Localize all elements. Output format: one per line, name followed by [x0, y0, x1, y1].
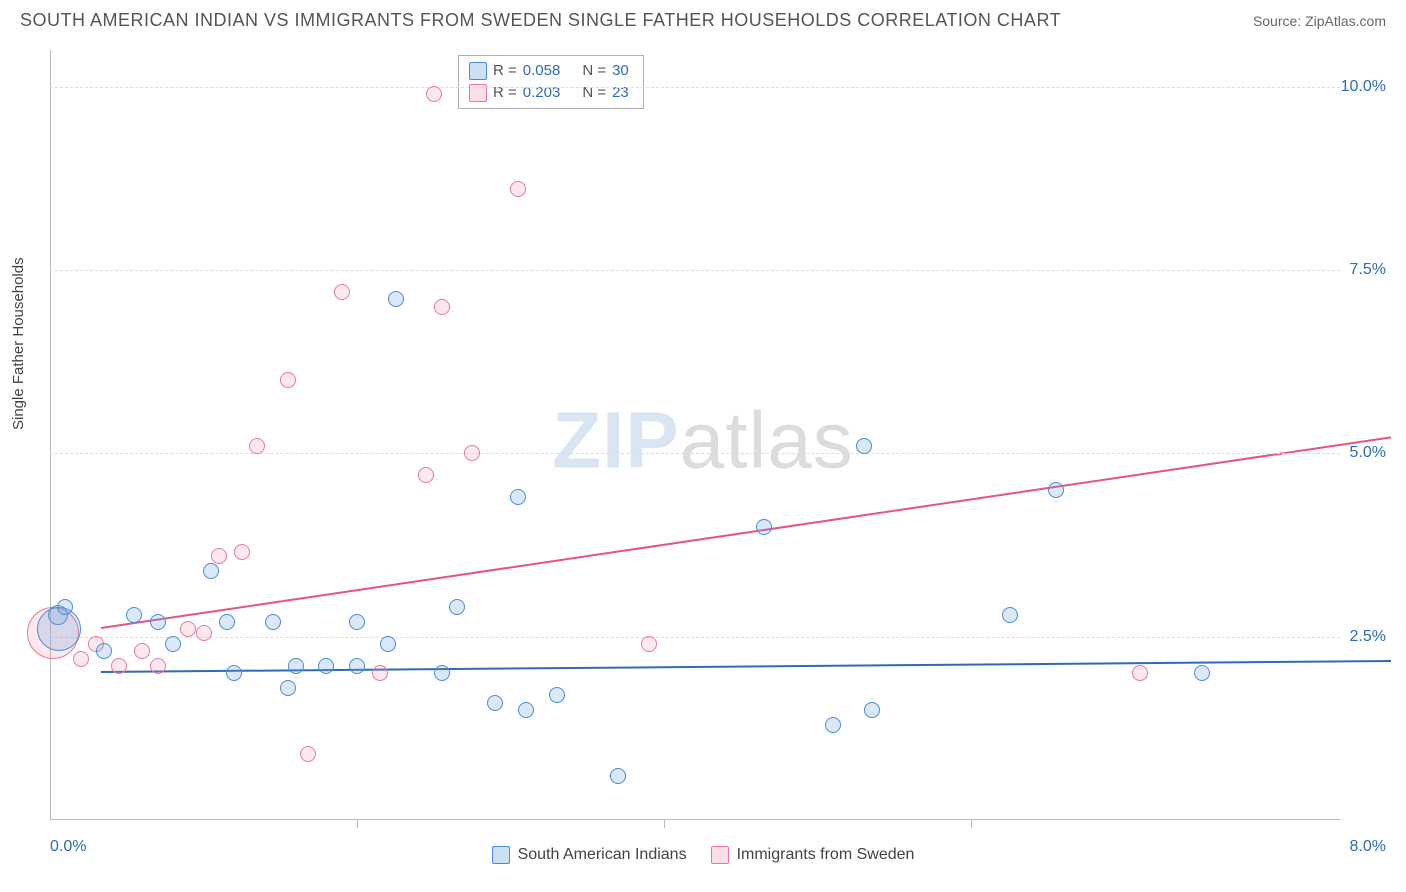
data-point [318, 658, 334, 674]
r-value: 0.203 [523, 82, 561, 104]
legend-swatch [469, 62, 487, 80]
data-point [856, 438, 872, 454]
data-point [150, 614, 166, 630]
x-tick [664, 820, 665, 828]
chart-title: SOUTH AMERICAN INDIAN VS IMMIGRANTS FROM… [20, 10, 1061, 31]
data-point [510, 181, 526, 197]
data-point [426, 86, 442, 102]
data-point [434, 299, 450, 315]
data-point [349, 658, 365, 674]
data-point [73, 651, 89, 667]
header: SOUTH AMERICAN INDIAN VS IMMIGRANTS FROM… [0, 0, 1406, 35]
y-tick-label: 7.5% [1350, 261, 1386, 279]
legend-item: Immigrants from Sweden [711, 846, 915, 864]
data-point [288, 658, 304, 674]
legend-item: South American Indians [492, 846, 687, 864]
data-point [57, 599, 73, 615]
data-point [1194, 665, 1210, 681]
data-point [280, 372, 296, 388]
data-point [300, 746, 316, 762]
series-legend: South American Indians Immigrants from Sw… [0, 846, 1406, 864]
data-point [126, 607, 142, 623]
r-label: R = [493, 82, 517, 104]
n-label: N = [582, 60, 606, 82]
legend-swatch [711, 846, 729, 864]
data-point [280, 680, 296, 696]
data-point [487, 695, 503, 711]
data-point [150, 658, 166, 674]
gridline [50, 637, 1340, 638]
data-point [372, 665, 388, 681]
data-point [349, 614, 365, 630]
data-point [1048, 482, 1064, 498]
data-point [380, 636, 396, 652]
legend-label: Immigrants from Sweden [737, 846, 915, 864]
data-point [180, 621, 196, 637]
n-value: 30 [612, 60, 629, 82]
stats-legend: R = 0.058 N = 30 R = 0.203 N = 23 [458, 55, 644, 109]
x-tick [357, 820, 358, 828]
y-tick-label: 5.0% [1350, 444, 1386, 462]
r-label: R = [493, 60, 517, 82]
trend-lines [101, 100, 1391, 870]
data-point [756, 519, 772, 535]
data-point [134, 643, 150, 659]
data-point [449, 599, 465, 615]
n-value: 23 [612, 82, 629, 104]
data-point [464, 445, 480, 461]
data-point [610, 768, 626, 784]
data-point [211, 548, 227, 564]
data-point [1002, 607, 1018, 623]
data-point [96, 643, 112, 659]
data-point [388, 291, 404, 307]
legend-swatch [492, 846, 510, 864]
data-point [234, 544, 250, 560]
data-point [864, 702, 880, 718]
data-point [549, 687, 565, 703]
data-point [1132, 665, 1148, 681]
x-right-label: 8.0% [1350, 838, 1386, 856]
data-point [518, 702, 534, 718]
source-attribution: Source: ZipAtlas.com [1253, 13, 1386, 29]
data-point [641, 636, 657, 652]
n-label: N = [582, 82, 606, 104]
r-value: 0.058 [523, 60, 561, 82]
trend-line-pink [101, 437, 1391, 628]
data-point [334, 284, 350, 300]
data-point [203, 563, 219, 579]
stats-legend-row: R = 0.058 N = 30 [469, 60, 629, 82]
data-point [265, 614, 281, 630]
y-axis-label: Single Father Households [10, 257, 27, 430]
data-point [196, 625, 212, 641]
legend-label: South American Indians [518, 846, 687, 864]
data-point [434, 665, 450, 681]
gridline [50, 87, 1340, 88]
gridline [50, 453, 1340, 454]
stats-legend-row: R = 0.203 N = 23 [469, 82, 629, 104]
data-point [226, 665, 242, 681]
y-tick-label: 10.0% [1341, 78, 1386, 96]
data-point [111, 658, 127, 674]
data-point [825, 717, 841, 733]
gridline [50, 270, 1340, 271]
x-left-label: 0.0% [50, 838, 86, 856]
x-tick [971, 820, 972, 828]
data-point [249, 438, 265, 454]
data-point [510, 489, 526, 505]
data-point [219, 614, 235, 630]
data-point [37, 607, 81, 651]
data-point [165, 636, 181, 652]
data-point [418, 467, 434, 483]
scatter-chart [50, 50, 1340, 820]
y-tick-label: 2.5% [1350, 628, 1386, 646]
